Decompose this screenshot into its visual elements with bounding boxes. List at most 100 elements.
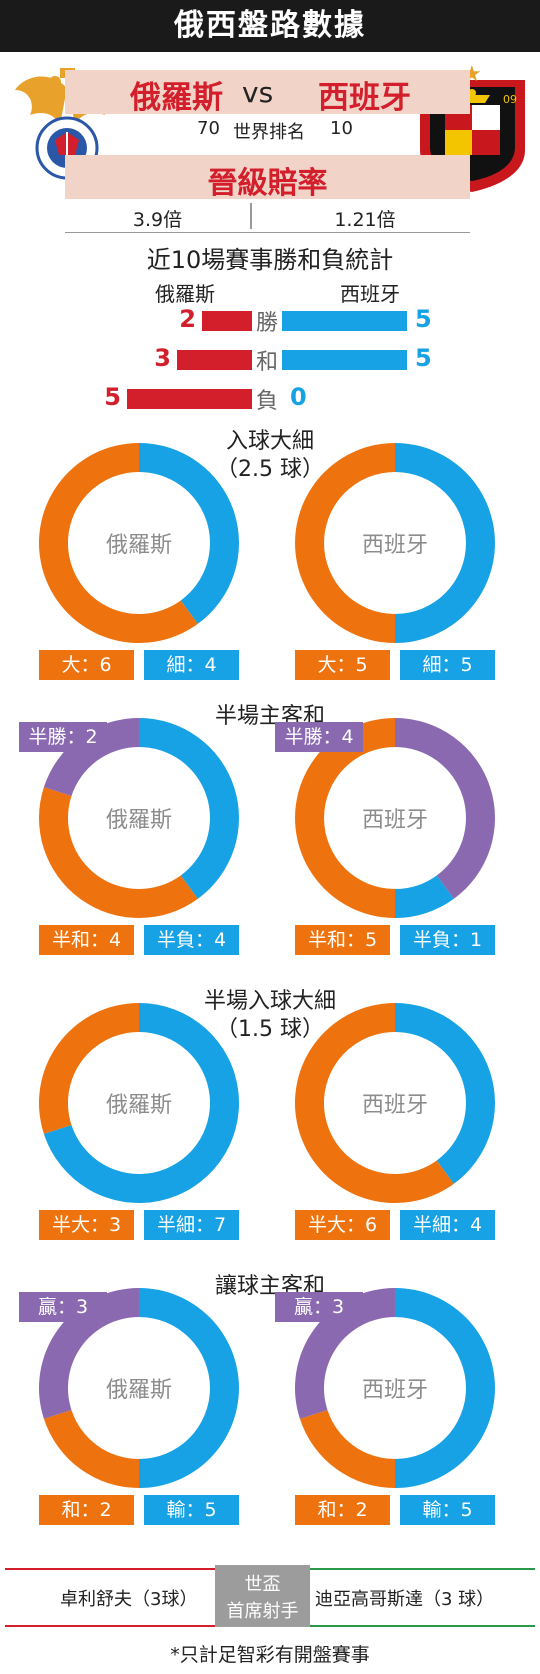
record-row-label: 和 [255,350,278,375]
donut-slice [295,718,395,918]
donut-slice [38,1003,139,1134]
donut-chart [38,718,239,918]
donut-slice [395,1003,495,1184]
odds-title: 晉級賠率 [207,166,328,201]
donut-slice [43,1409,139,1488]
donut-chart [295,718,495,918]
legend-pill: 大：5 [295,650,390,680]
record-away-bar [282,350,407,370]
donut-slice [395,718,495,899]
donut-slice [294,1003,454,1203]
away-odds: 1.21倍 [334,209,396,231]
legend-pill: 半負：4 [144,925,239,955]
home-ranking: 70 [197,118,220,139]
odds-divider [250,203,252,229]
donut-chart [295,1288,495,1488]
donut-chart [38,1288,239,1488]
record-away-count: 5 [415,344,432,372]
footnote: *只計足智彩有開盤賽事 [170,1644,370,1666]
donut-slice [395,1288,495,1488]
section-title: 半場入球大細 [203,989,336,1014]
record-away-bar [282,311,407,331]
record-away-count: 0 [290,383,307,411]
scorers-label-line1: 世盃 [244,1574,281,1595]
legend-pill: 和：2 [295,1495,390,1525]
home-top-scorer: 卓利舒夫（3球） [60,1589,198,1610]
donut-tag: 贏：3 [19,1292,107,1322]
odds-band [65,155,470,199]
scorers-top-rule-red [5,1568,215,1570]
away-top-scorer: 迪亞高哥斯達（3 球） [315,1589,495,1610]
record-home-bar [127,389,252,409]
legend-pill: 和：2 [39,1495,134,1525]
section-title: （1.5 球） [216,1017,324,1042]
scorers-bottom-rule-green [310,1625,535,1627]
record-home-label: 俄羅斯 [155,282,215,306]
donut-slice [43,1003,240,1203]
versus-label: vs [242,76,274,109]
donut-slice [295,443,395,643]
record-away-count: 5 [415,305,432,333]
donut-slice [38,443,198,643]
donut-chart [295,443,495,643]
section-title: 入球大細 [225,429,314,454]
donut-team-label: 俄羅斯 [105,1093,172,1118]
spain-year-right: 09 [503,93,517,106]
donut-tag: 贏：3 [275,1292,363,1322]
legend-pill: 半大：6 [295,1210,390,1240]
record-row-label: 勝 [255,311,278,336]
donut-slice [395,443,495,643]
legend-pill: 大：6 [39,650,134,680]
record-home-count: 3 [154,344,171,372]
donut-slice [295,1288,395,1419]
record-title: 近10場賽事勝和負統計 [146,246,394,274]
donut-slice [38,787,198,918]
record-home-count: 5 [104,383,121,411]
odds-underline [65,232,470,233]
donut-chart [38,443,239,643]
legend-pill: 半大：3 [39,1210,134,1240]
donut-tag: 半勝：4 [275,722,363,752]
donut-team-label: 西班牙 [361,533,428,558]
donut-slice [139,1288,239,1488]
donut-chart [294,1003,495,1203]
legend-pill: 半和：4 [39,925,134,955]
record-away-label: 西班牙 [340,282,400,306]
legend-pill: 半和：5 [295,925,390,955]
donut-team-label: 俄羅斯 [105,533,172,558]
teams-band [65,70,470,114]
donut-slice [299,1409,395,1488]
legend-pill: 輸：5 [400,1495,495,1525]
legend-pill: 輸：5 [144,1495,239,1525]
donut-team-label: 俄羅斯 [105,1378,172,1403]
page-title: 俄西盤路數據 [0,0,540,52]
donut-chart [38,1003,240,1203]
record-home-bar [202,311,252,331]
donut-slice [139,443,239,624]
record-home-bar [177,350,252,370]
scorers-top-rule-green [310,1568,535,1570]
section-title: （2.5 球） [216,457,324,482]
away-team-name: 西班牙 [318,80,411,116]
scorers-label-box [215,1565,310,1627]
away-ranking: 10 [330,118,353,139]
donut-team-label: 俄羅斯 [105,808,172,833]
record-home-count: 2 [179,305,196,333]
record-row-label: 負 [255,389,278,414]
legend-pill: 半細：4 [400,1210,495,1240]
donut-team-label: 西班牙 [361,1378,428,1403]
legend-pill: 半細：7 [144,1210,239,1240]
scorers-bottom-rule-red [5,1625,215,1627]
donut-slice [139,718,239,899]
legend-pill: 細：5 [400,650,495,680]
donut-slice [43,718,139,797]
donut-slice [395,875,454,918]
ranking-label: 世界排名 [233,122,305,143]
donut-tag: 半勝：2 [19,722,107,752]
home-team-name: 俄羅斯 [130,80,223,116]
legend-pill: 半負：1 [400,925,495,955]
donut-team-label: 西班牙 [361,1093,428,1118]
legend-pill: 細：4 [144,650,239,680]
scorers-label-line2: 首席射手 [226,1601,299,1622]
home-odds: 3.9倍 [132,209,183,231]
